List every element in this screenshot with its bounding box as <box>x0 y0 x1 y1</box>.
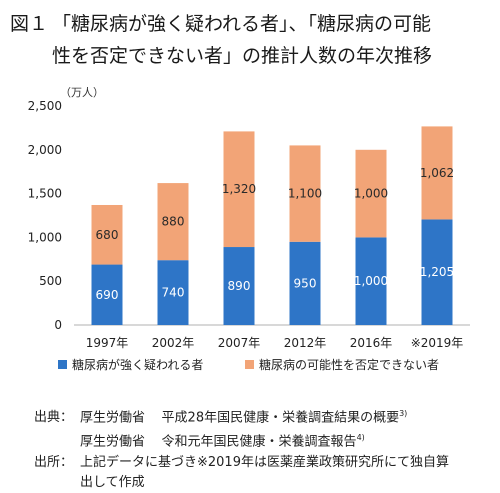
source2-title: 令和元年国民健康・栄養調査報告 <box>161 434 357 450</box>
y-tick-label: 0 <box>54 318 62 332</box>
bar-cannot-be-ruled-out <box>157 183 189 261</box>
data-label-strongly-suspected: 690 <box>96 288 119 302</box>
data-label-cannot-be-ruled-out: 1,100 <box>288 187 322 201</box>
y-tick-label: 1,500 <box>28 187 62 201</box>
y-tick-label: 2,500 <box>28 99 62 113</box>
x-tick-label: ※2019年 <box>411 336 464 350</box>
bar-strongly-suspected <box>421 219 453 325</box>
source1-title: 平成28年国民健康・栄養調査結果の概要 <box>161 410 400 426</box>
figure-number: 図１ <box>10 13 49 35</box>
data-label-cannot-be-ruled-out: 680 <box>96 228 119 242</box>
data-label-strongly-suspected: 740 <box>162 286 185 300</box>
bar-strongly-suspected <box>289 241 321 325</box>
y-unit-label: （万人） <box>60 86 104 99</box>
bar-cannot-be-ruled-out <box>421 126 453 220</box>
stacked-bar-chart: （万人） 0 500 1,000 1,500 2,000 2,500 690 680 1997年 7… <box>28 86 470 372</box>
bar-cannot-be-ruled-out <box>223 131 255 248</box>
sources-block: 出典： 厚生労働省 平成28年国民健康・栄養調査結果の概要3) 厚生労働省 令和元… <box>34 404 494 493</box>
source1-ref: 3) <box>399 409 408 418</box>
source-label: 出典： <box>34 410 74 426</box>
x-tick-label: 2016年 <box>350 336 393 350</box>
x-tick-label: 2002年 <box>152 336 195 350</box>
data-label-strongly-suspected: 890 <box>228 279 251 293</box>
data-label-strongly-suspected: 1,000 <box>354 274 388 288</box>
bar-strongly-suspected <box>223 247 255 325</box>
data-label-strongly-suspected: 950 <box>294 276 317 290</box>
note-line2: 出して作成 <box>80 474 145 490</box>
data-label-cannot-be-ruled-out: 1,000 <box>354 187 388 201</box>
x-tick-label: 1997年 <box>86 336 129 350</box>
bar-strongly-suspected <box>91 264 123 325</box>
data-label-cannot-be-ruled-out: 1,062 <box>420 166 454 180</box>
bar-cannot-be-ruled-out <box>289 145 321 242</box>
y-tick-label: 1,000 <box>28 230 62 244</box>
bar-strongly-suspected <box>157 260 189 325</box>
bar-strongly-suspected <box>355 237 387 325</box>
data-label-cannot-be-ruled-out: 1,320 <box>222 182 256 196</box>
legend-strongly-suspected-swatch <box>58 360 67 369</box>
bar-cannot-be-ruled-out <box>355 149 387 238</box>
source2-org: 厚生労働省 <box>80 434 146 450</box>
bar-cannot-be-ruled-out <box>91 204 123 265</box>
data-label-strongly-suspected: 1,205 <box>420 265 454 279</box>
y-tick-label: 2,000 <box>28 143 62 157</box>
source1-org: 厚生労働省 <box>80 410 146 426</box>
legend-strongly-suspected-label: 糖尿病が強く疑われる者 <box>72 357 203 372</box>
legend-cannot-be-ruled-out-swatch <box>245 360 254 369</box>
data-label-cannot-be-ruled-out: 880 <box>162 215 185 229</box>
note-label: 出所： <box>34 454 74 470</box>
x-tick-label: 2007年 <box>218 336 261 350</box>
figure-title-line1: 「糖尿病が強く疑われる者」、「糖尿病の可能 <box>52 13 432 35</box>
source2-ref: 4) <box>356 433 365 443</box>
figure-title: 図１ 「糖尿病が強く疑われる者」、「糖尿病の可能 性を否定できない者」の推計人数の… <box>10 8 494 72</box>
note-line1: 上記データに基づき※2019年は医薬産業政策研究所にて独自算 <box>80 454 449 470</box>
legend-cannot-be-ruled-out-label: 糖尿病の可能性を否定できない者 <box>259 357 439 372</box>
figure-title-line2: 性を否定できない者」の推計人数の年次推移 <box>52 45 433 67</box>
x-tick-label: 2012年 <box>284 336 327 350</box>
y-tick-label: 500 <box>39 274 62 288</box>
